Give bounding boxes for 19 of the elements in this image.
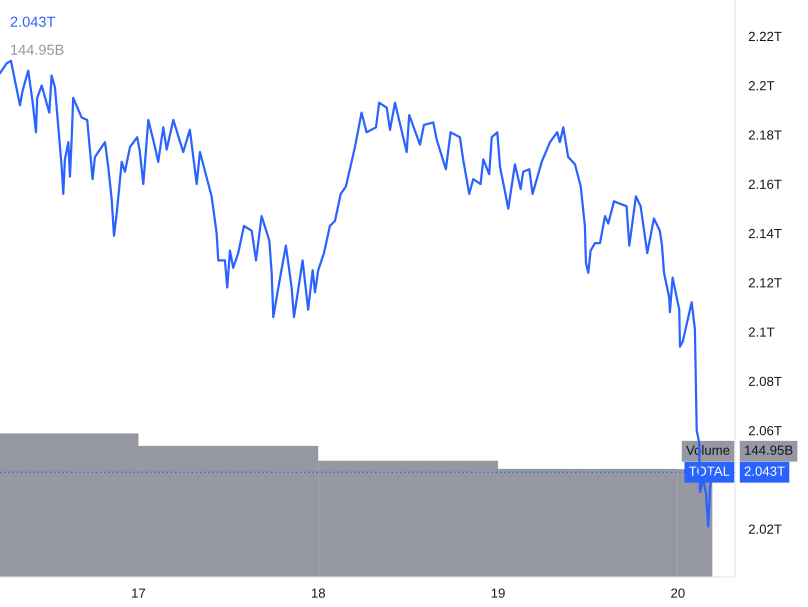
y-tick-label: 2.08T [748,376,782,386]
x-tick-label: 19 [492,588,505,598]
y-tick-label: 2.16T [748,180,782,189]
x-tick-label: 20 [671,588,685,598]
annotation: 2.043T [10,16,56,27]
y-tick-label: 2.1T [748,327,774,337]
y-tick-label: 2.22T [748,32,782,41]
annotation: 144.95B [11,44,64,55]
y-tick-label: 2.2T [748,81,774,90]
ref-line-label: 2.043T [744,466,785,476]
text: 144.95B [745,445,792,455]
series-label: TOTAL [688,466,730,476]
y-tick-label: 2.06T [748,426,782,436]
x-tick-label: 17 [132,588,146,598]
y-tick-label: 2.02T [748,524,782,534]
y-tick-label: 2.12T [748,278,782,288]
y-tick-label: 2.18T [748,130,782,140]
y-tick-label: 2.14T [748,228,782,238]
x-tick-label: 18 [312,588,325,598]
